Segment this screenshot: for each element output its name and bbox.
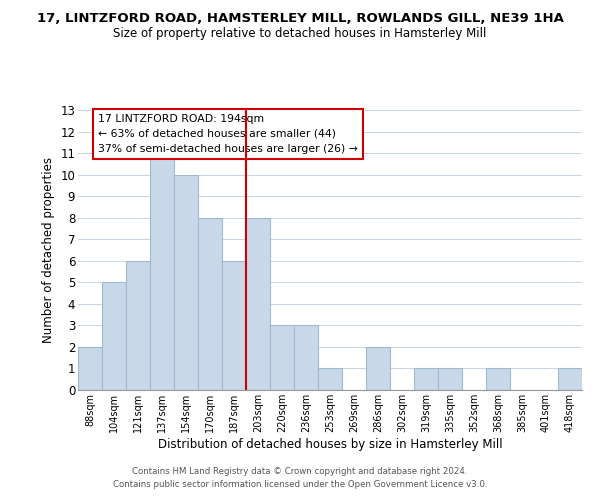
Bar (270, 326, 294, 390)
Text: Size of property relative to detached houses in Hamsterley Mill: Size of property relative to detached ho… (113, 28, 487, 40)
Bar (366, 347, 390, 390)
Bar (438, 368, 462, 390)
Bar (222, 261, 246, 390)
Bar (150, 153, 174, 390)
Bar (102, 282, 126, 390)
Bar (246, 218, 270, 390)
Bar (318, 368, 342, 390)
Y-axis label: Number of detached properties: Number of detached properties (41, 157, 55, 343)
X-axis label: Distribution of detached houses by size in Hamsterley Mill: Distribution of detached houses by size … (158, 438, 502, 450)
Text: 17, LINTZFORD ROAD, HAMSTERLEY MILL, ROWLANDS GILL, NE39 1HA: 17, LINTZFORD ROAD, HAMSTERLEY MILL, ROW… (37, 12, 563, 26)
Bar (174, 174, 198, 390)
Text: 17 LINTZFORD ROAD: 194sqm
← 63% of detached houses are smaller (44)
37% of semi-: 17 LINTZFORD ROAD: 194sqm ← 63% of detac… (98, 114, 358, 154)
Bar (486, 368, 510, 390)
Bar (126, 261, 150, 390)
Text: Contains HM Land Registry data © Crown copyright and database right 2024.
Contai: Contains HM Land Registry data © Crown c… (113, 468, 487, 489)
Bar (294, 326, 318, 390)
Bar (78, 347, 102, 390)
Bar (414, 368, 438, 390)
Bar (198, 218, 222, 390)
Bar (558, 368, 582, 390)
